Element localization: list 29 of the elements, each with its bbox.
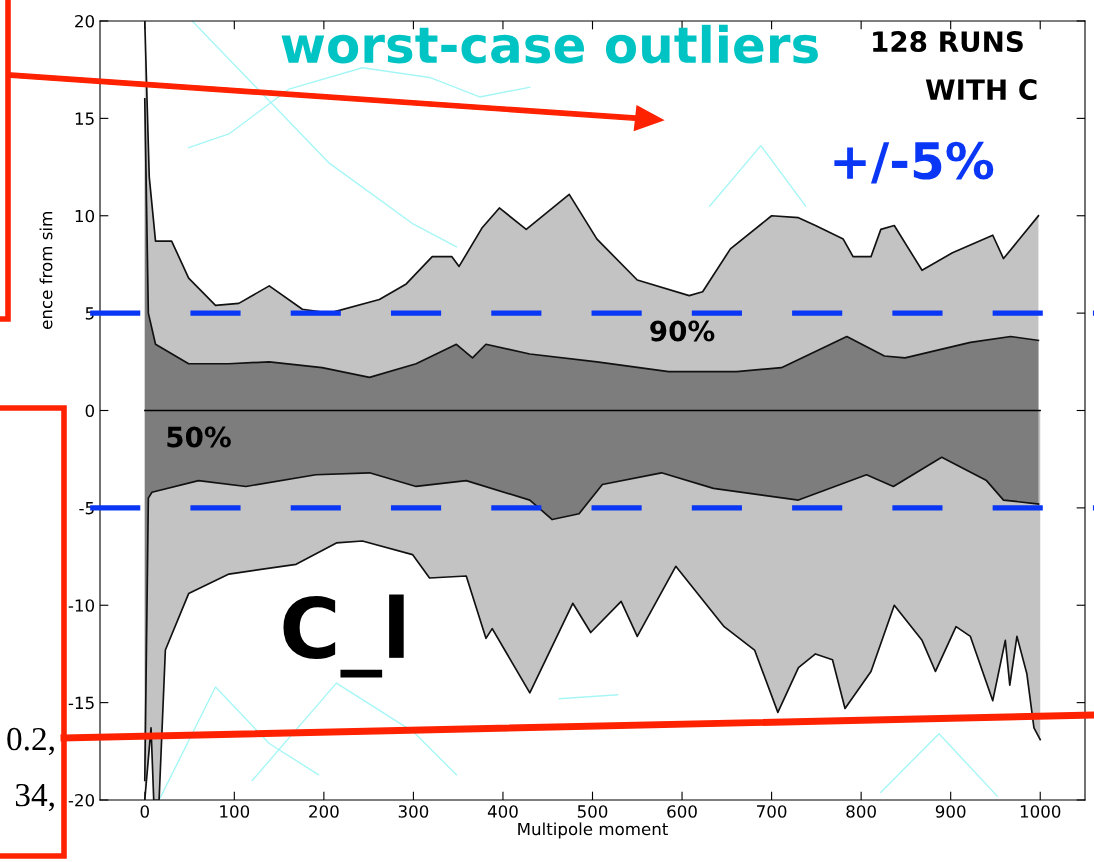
x-tick-label: 400 bbox=[487, 805, 518, 818]
annotation: WITH C bbox=[925, 79, 1037, 101]
y-tick-label: 0 bbox=[85, 404, 95, 418]
y-tick-label: 10 bbox=[75, 209, 95, 223]
x-tick-label: 800 bbox=[846, 805, 876, 818]
text: 34, bbox=[15, 783, 54, 812]
y-tick-label: -15 bbox=[68, 696, 94, 710]
annotation: +/-5% bbox=[834, 141, 994, 184]
annotation: 128 RUNS bbox=[873, 31, 1023, 53]
x-tick-label: 600 bbox=[667, 805, 697, 818]
x-tick-label: 500 bbox=[577, 805, 608, 818]
annotation: worst-case outliers bbox=[281, 24, 818, 64]
y-tick-label: 15 bbox=[75, 112, 94, 125]
y-axis-title: ence from sim bbox=[39, 212, 53, 329]
x-tick-label: 900 bbox=[935, 805, 966, 818]
x-tick-label: 0 bbox=[140, 805, 149, 818]
x-tick-label: 1000 bbox=[1020, 805, 1061, 818]
y-tick-label: 20 bbox=[75, 14, 95, 28]
text: 0.2, bbox=[7, 727, 54, 756]
y-tick-label: -20 bbox=[68, 793, 95, 807]
x-tick-label: 700 bbox=[757, 805, 787, 818]
annotation: C_l bbox=[283, 594, 404, 678]
x-tick-label: 200 bbox=[309, 805, 339, 818]
x-tick-label: 300 bbox=[398, 805, 429, 818]
x-axis-title: Multipole moment bbox=[518, 822, 668, 839]
y-tick-label: -10 bbox=[68, 599, 95, 612]
series-label: 90% bbox=[650, 320, 715, 342]
x-tick-label: 100 bbox=[220, 805, 250, 818]
series-label: 50% bbox=[167, 426, 231, 448]
